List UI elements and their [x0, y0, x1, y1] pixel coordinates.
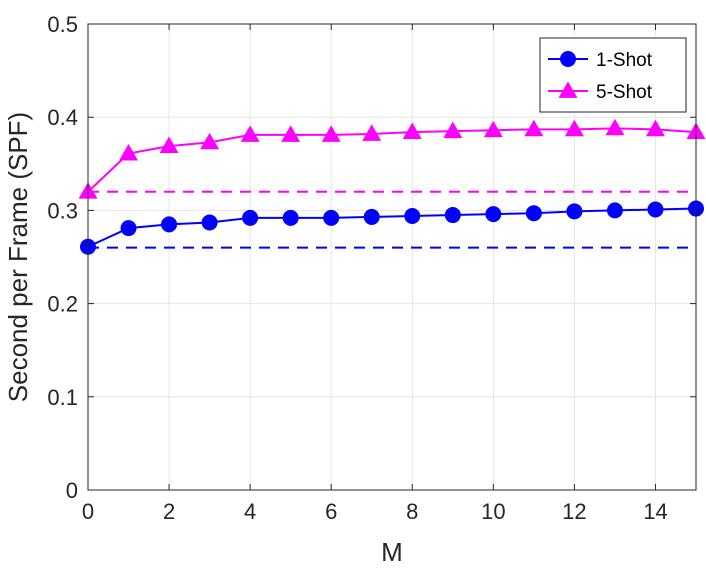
y-tick-label: 0	[66, 478, 78, 503]
data-point	[564, 119, 584, 137]
data-point	[524, 119, 544, 137]
series-5-Shot	[78, 118, 706, 199]
data-point	[240, 125, 260, 142]
y-tick-label: 0.1	[47, 385, 78, 410]
data-point	[402, 122, 422, 140]
data-point	[159, 136, 179, 154]
y-tick-label: 0.2	[47, 292, 78, 317]
legend-label: 5-Shot	[596, 82, 653, 103]
x-tick-label: 4	[244, 499, 256, 524]
legend: 1-Shot 5-Shot	[539, 37, 687, 113]
legend-marker	[560, 51, 576, 67]
data-point	[485, 206, 502, 223]
data-point	[605, 118, 625, 136]
data-point	[281, 125, 301, 142]
series-1-Shot	[80, 200, 704, 255]
x-tick-label: 2	[163, 499, 175, 524]
tick-labels: 0 2 4 6 8 10 12 14 0 0.1 0.2 0.3 0.4 0.5	[47, 12, 667, 524]
ticks	[87, 23, 696, 491]
series-layer	[78, 118, 706, 255]
x-tick-label: 8	[406, 499, 418, 524]
data-point	[483, 120, 503, 138]
data-point	[645, 119, 665, 137]
series-line	[87, 207, 697, 248]
data-point	[443, 121, 463, 139]
data-point	[120, 220, 137, 237]
data-point	[161, 216, 178, 233]
data-point	[363, 208, 380, 225]
x-tick-label: 0	[82, 499, 94, 524]
data-point	[242, 209, 259, 226]
legend-marker	[558, 81, 578, 98]
series-line	[87, 127, 697, 193]
data-point	[119, 143, 139, 161]
x-tick-label: 14	[643, 499, 667, 524]
x-tick-label: 6	[325, 499, 337, 524]
data-point	[404, 207, 421, 224]
y-axis-label: Second per Frame (SPF)	[3, 112, 33, 402]
data-point	[362, 124, 382, 141]
data-point	[444, 207, 461, 224]
reference-lines	[88, 190, 696, 249]
x-tick-label: 12	[562, 499, 586, 524]
data-point	[566, 203, 583, 220]
data-point	[200, 132, 220, 150]
legend-box	[539, 37, 687, 113]
y-tick-label: 0.5	[47, 12, 78, 37]
data-point	[647, 201, 664, 218]
y-tick-label: 0.3	[47, 198, 78, 223]
x-axis-label: M	[381, 537, 403, 567]
x-tick-label: 10	[481, 499, 505, 524]
legend-label: 1-Shot	[596, 50, 653, 71]
data-point	[525, 205, 542, 222]
data-point	[321, 125, 341, 142]
plot-frame	[87, 23, 697, 491]
data-point	[282, 209, 299, 226]
data-point	[201, 214, 218, 231]
data-point	[606, 202, 623, 219]
data-point	[323, 209, 340, 226]
y-tick-label: 0.4	[47, 105, 78, 130]
